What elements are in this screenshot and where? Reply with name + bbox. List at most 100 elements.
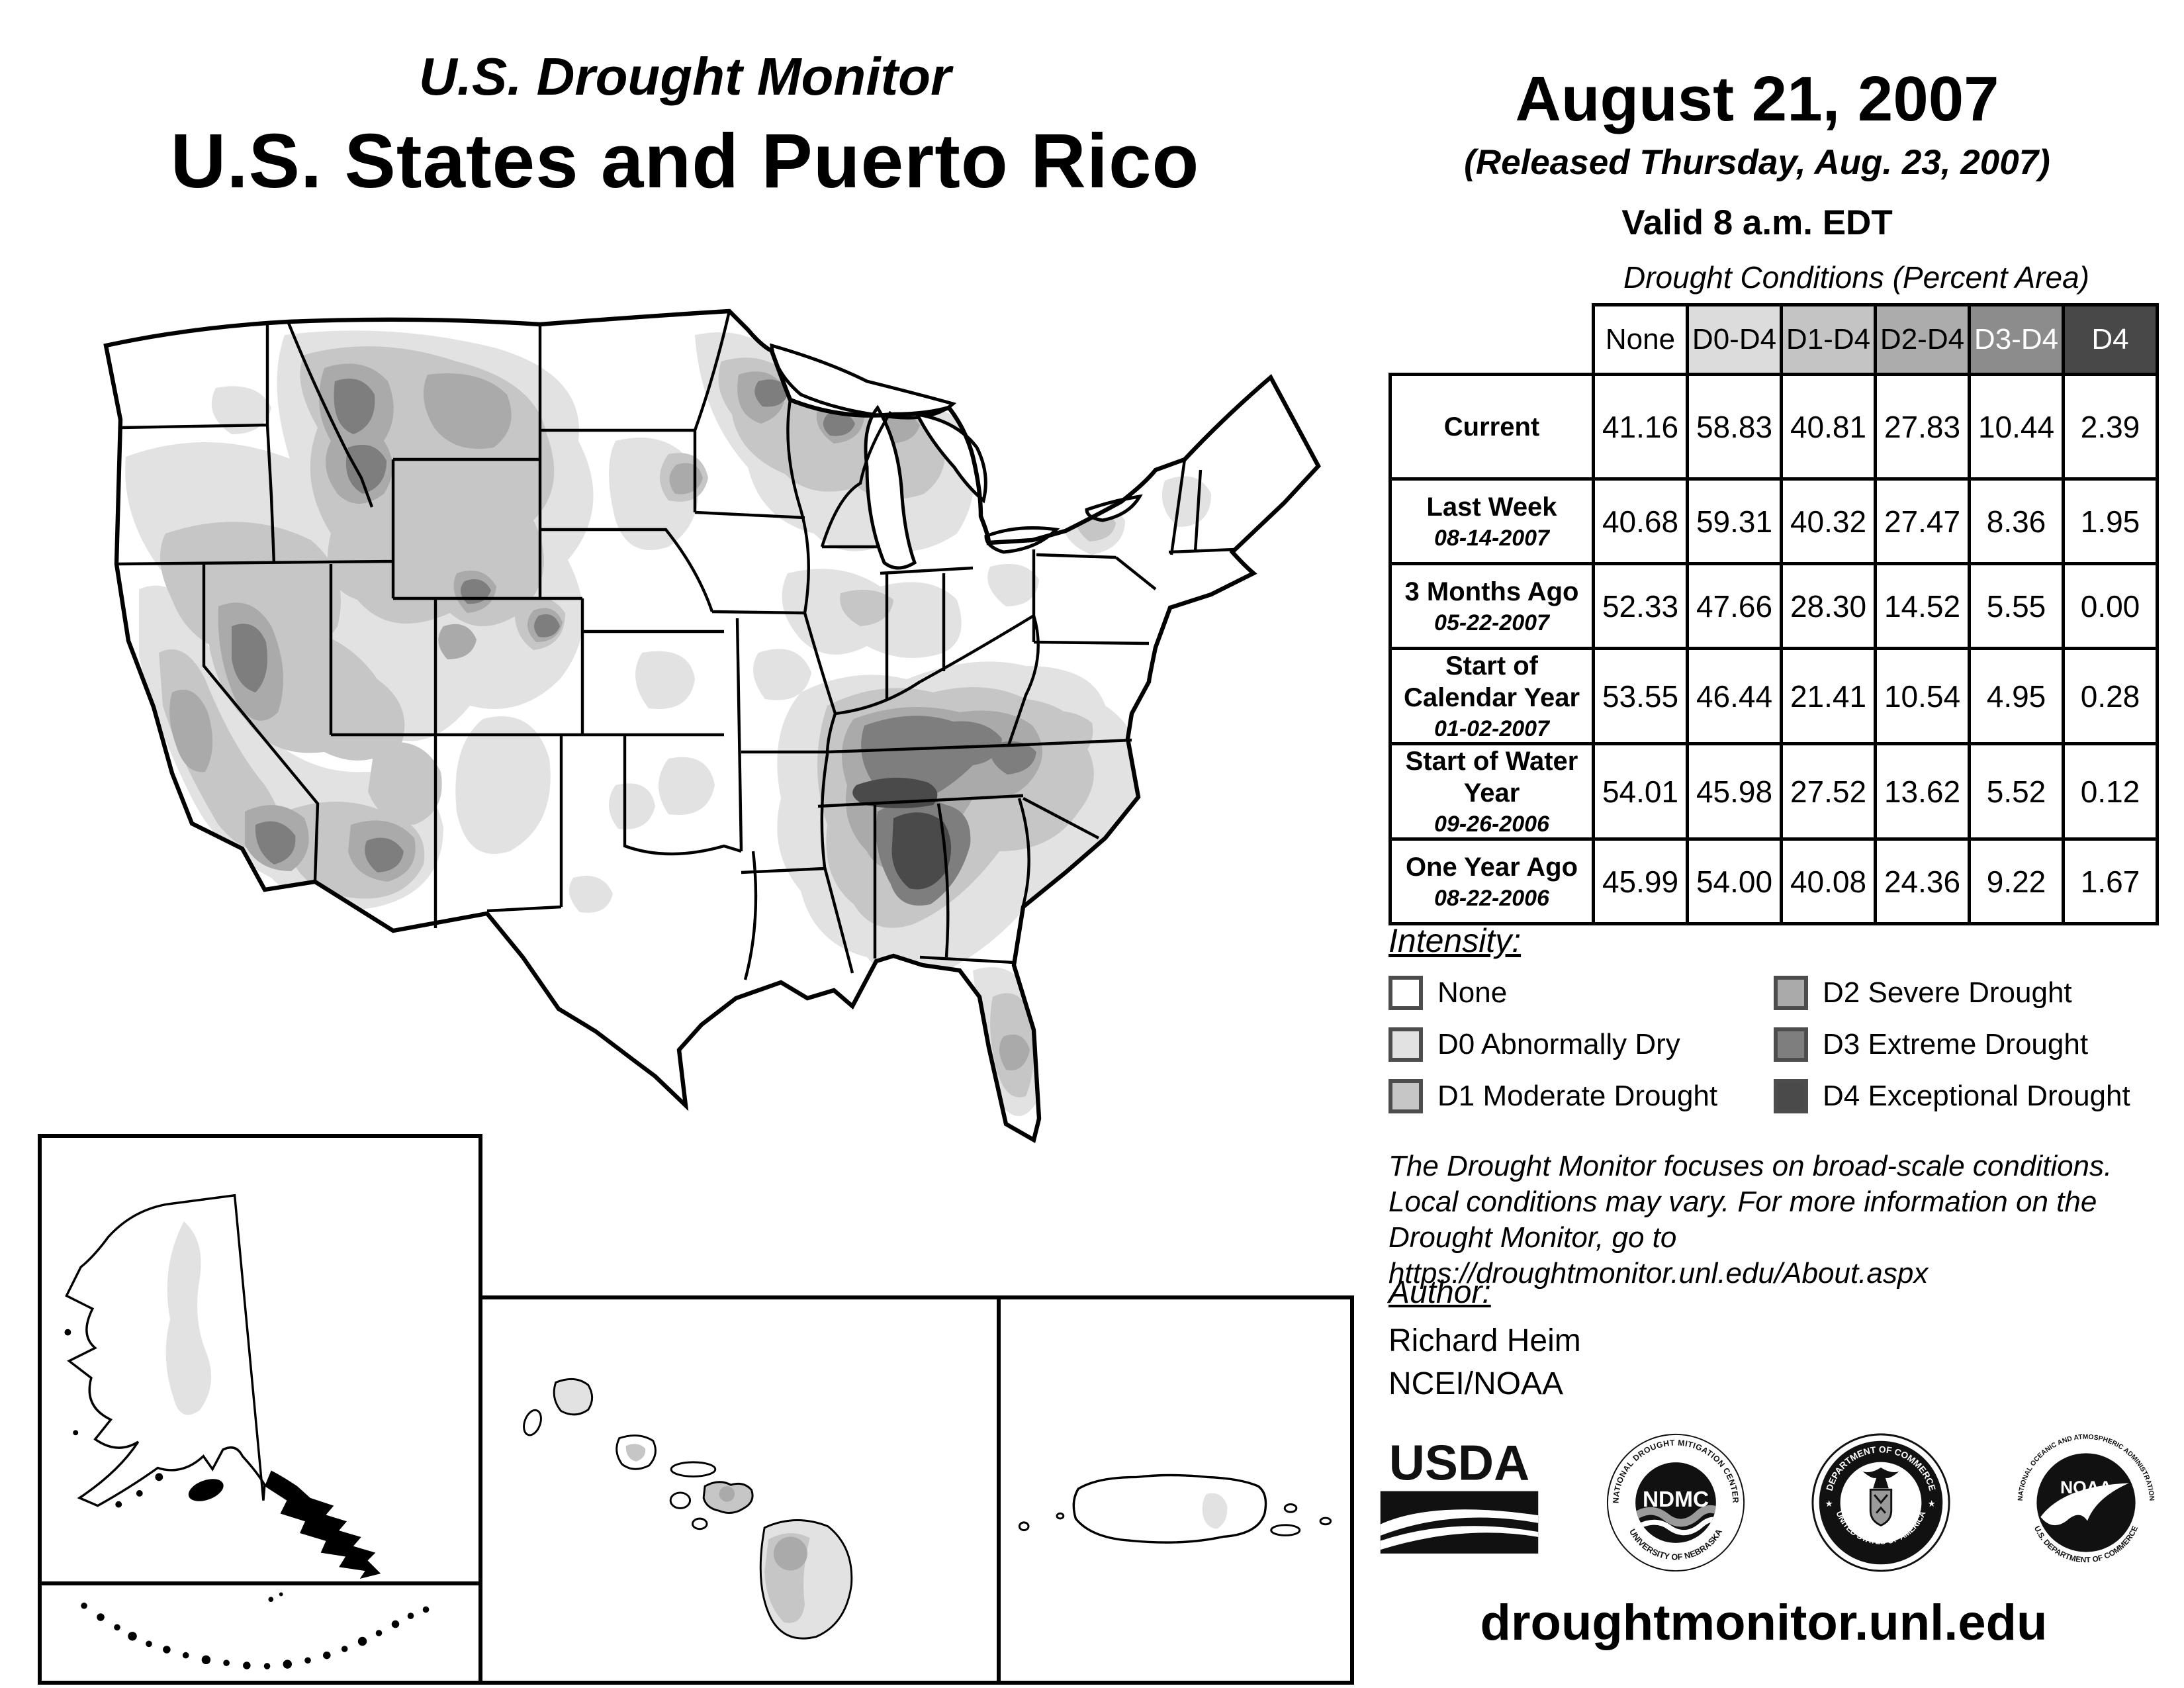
drought-conditions-table: None D0-D4 D1-D4 D2-D4 D3-D4 D4 Current … [1388,303,2159,925]
alaska-islands [64,1329,224,1508]
table-corner-cell [1390,305,1594,375]
author-org: NCEI/NOAA [1388,1366,1564,1401]
legend-swatch-d3 [1774,1027,1808,1062]
row-date: 08-22-2006 [1434,886,1549,911]
table-header-row: None D0-D4 D1-D4 D2-D4 D3-D4 D4 [1390,303,2159,376]
table-cell: 1.95 [2062,477,2159,565]
aleutians-map [81,1592,430,1669]
table-cell: 10.44 [1968,373,2065,481]
puerto-rico-d0 [1202,1493,1228,1529]
table-cell: 40.32 [1780,477,1877,565]
table-cell: 21.41 [1780,647,1877,745]
legend-swatch-d2 [1774,976,1808,1010]
table-cell: 10.54 [1874,647,1971,745]
table-cell: 53.55 [1592,647,1689,745]
legend-item: D1 Moderate Drought [1388,1078,1759,1115]
legend-item: D3 Extreme Drought [1774,1026,2184,1063]
table-cell: 0.12 [2062,742,2159,841]
island-puerto-rico [1072,1474,1267,1544]
table-cell: 4.95 [1968,647,2065,745]
website-url: droughtmonitor.unl.edu [1480,1595,2048,1651]
table-cell: 59.31 [1686,477,1783,565]
column-header-d2d4: D2-D4 [1874,303,1971,376]
row-date: 01-02-2007 [1434,716,1549,741]
row-label: Last Week [1426,492,1557,522]
column-header-d3d4: D3-D4 [1968,303,2065,376]
table-cell: 47.66 [1686,562,1783,650]
table-cell: 0.00 [2062,562,2159,650]
release-date: (Released Thursday, Aug. 23, 2007) [1464,143,2050,182]
aleutian-islands [81,1592,430,1669]
legend-swatch-none [1388,976,1423,1010]
table-cell: 5.55 [1968,562,2065,650]
legend-item: D0 Abnormally Dry [1388,1026,1759,1063]
disclaimer-text: The Drought Monitor focuses on broad-sca… [1388,1150,2113,1290]
conus-drought-map [46,258,1337,1178]
table-cell: 0.28 [2062,647,2159,745]
table-row: Current 41.16 58.83 40.81 27.83 10.44 2.… [1388,373,2159,481]
island-kahoolawe [692,1517,708,1530]
table-cell: 9.22 [1968,837,2065,925]
valid-time: Valid 8 a.m. EDT [1621,203,1893,242]
table-cell: 45.98 [1686,742,1783,841]
ndmc-logo-icon: NDMC NATIONAL DROUGHT MITIGATION CENTER … [1606,1433,1745,1572]
table-row: Start of Calendar Year 01-02-2007 53.55 4… [1388,647,2159,745]
svg-text:★: ★ [1825,1499,1833,1509]
noaa-logo-icon: NOAA NATIONAL OCEANIC AND ATMOSPHERIC AD… [2015,1432,2157,1573]
svg-text:NDMC: NDMC [1643,1487,1709,1512]
island-hawaii-d2 [773,1536,807,1571]
legend-swatch-d0 [1388,1027,1423,1062]
date-block: August 21, 2007 (Released Thursday, Aug.… [1363,63,2151,243]
table-cell: 5.52 [1968,742,2065,841]
alaska-panhandle [264,1470,381,1579]
table-cell: 27.47 [1874,477,1971,565]
island-maui-d2 [719,1486,735,1502]
table-cell: 58.83 [1686,373,1783,481]
island-oahu-d0 [625,1444,646,1462]
table-cell: 54.00 [1686,837,1783,925]
island-molokai [670,1461,717,1477]
table-row: Start of Water Year 09-26-2006 54.01 45.9… [1388,742,2159,841]
page-title: U.S. States and Puerto Rico [170,118,1200,204]
pr-small-islands [1018,1503,1332,1536]
hawaii-map [523,1378,853,1640]
table-cell: 41.16 [1592,373,1689,481]
island-lanai [669,1491,692,1509]
alaska-panel [38,1134,482,1585]
table-cell: 40.81 [1780,373,1877,481]
table-cell: 8.36 [1968,477,2065,565]
state-borders [116,310,1236,980]
legend-item: D2 Severe Drought [1774,974,2184,1011]
island-kauai [553,1378,594,1416]
table-cell: 14.52 [1874,562,1971,650]
agency-logos: USDA NDMC NATIONAL DROUGHT MITIGATION CE… [1377,1430,2158,1573]
island-niihau [523,1409,542,1436]
author-block: Author: Richard Heim NCEI/NOAA [1388,1274,1581,1402]
column-header-d4: D4 [2062,303,2159,376]
legend-item: D4 Exceptional Drought [1774,1078,2184,1115]
puerto-rico-map [1018,1474,1332,1544]
puerto-rico-panel [997,1295,1354,1685]
row-date: 08-14-2007 [1434,526,1549,551]
table-cell: 1.67 [2062,837,2159,925]
usda-logo-icon: USDA [1380,1436,1539,1554]
commerce-seal-icon: ★ ★ DEPARTMENT OF COMMERCE UNITED STATES… [1811,1433,1950,1572]
row-date: 09-26-2006 [1434,812,1549,837]
title-block: U.S. Drought Monitor U.S. States and Pue… [40,46,1330,205]
author-title: Author: [1388,1275,1491,1310]
alaska-map [64,1194,381,1579]
column-header-d1d4: D1-D4 [1780,303,1877,376]
table-cell: 24.36 [1874,837,1971,925]
svg-text:USDA: USDA [1389,1436,1530,1490]
row-label: Current [1443,412,1540,442]
legend-title: Intensity: [1388,922,1522,959]
svg-text:NOAA: NOAA [2060,1477,2112,1497]
table-cell: 45.99 [1592,837,1689,925]
table-cell: 13.62 [1874,742,1971,841]
report-supertitle: U.S. Drought Monitor [418,47,952,106]
table-cell: 28.30 [1780,562,1877,650]
table-row: 3 Months Ago 05-22-2007 52.33 47.66 28.30… [1388,562,2159,650]
table-cell: 40.08 [1780,837,1877,925]
row-date: 05-22-2007 [1434,610,1549,635]
